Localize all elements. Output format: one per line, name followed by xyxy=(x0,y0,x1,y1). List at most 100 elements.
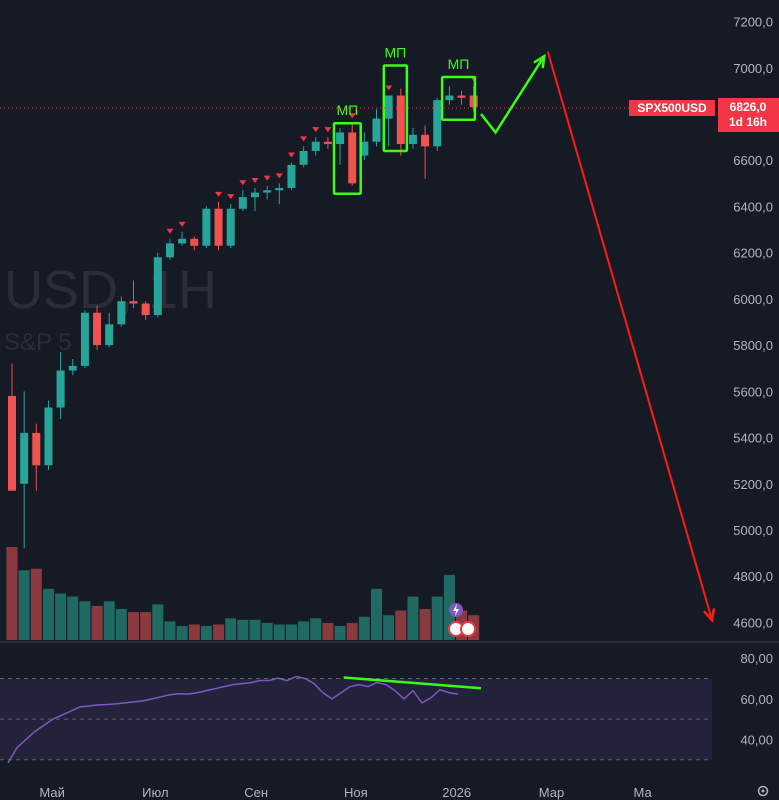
candle-body xyxy=(396,95,405,145)
price-tick-label: 5600,0 xyxy=(733,384,773,399)
price-tag-box xyxy=(718,97,779,132)
candle-body xyxy=(117,301,126,325)
price-tick-label: 7000,0 xyxy=(733,61,773,76)
down-marker xyxy=(227,194,235,200)
us-flag-icon[interactable] xyxy=(460,621,476,637)
price-tick-label: 7200,0 xyxy=(733,15,773,30)
candle-body xyxy=(56,370,65,408)
rsi-tick-label: 60,00 xyxy=(740,692,773,707)
volume-bar xyxy=(188,624,200,640)
down-marker xyxy=(312,127,320,133)
volume-bar xyxy=(67,596,79,640)
candle-body xyxy=(372,118,381,142)
candle-body xyxy=(336,132,345,145)
candle-body xyxy=(433,100,442,147)
time-tick-label: Ноя xyxy=(344,785,368,800)
volume-bar xyxy=(237,619,249,640)
volume-bar xyxy=(152,604,164,640)
mp-box xyxy=(440,75,477,122)
volume-bar xyxy=(115,609,127,640)
price-tick-label: 6400,0 xyxy=(733,199,773,214)
rsi-axis[interactable]: 80,00 60,00 40,00 xyxy=(740,651,773,747)
volume-bar xyxy=(18,570,30,640)
forecast-down-arrowhead xyxy=(703,608,716,623)
volume-bar xyxy=(6,547,18,640)
candle-body xyxy=(214,208,223,246)
mp-label: МП xyxy=(336,102,358,118)
volume-bar xyxy=(285,624,297,640)
lightning-glyph xyxy=(453,604,459,616)
mp-label: МП xyxy=(448,56,470,72)
symbol-tag-text: SPX500USD xyxy=(637,101,707,115)
volume-bar xyxy=(261,622,273,640)
mp-box xyxy=(332,121,362,195)
volume-bar xyxy=(55,593,67,640)
down-marker xyxy=(178,221,186,227)
price-tick-label: 4600,0 xyxy=(733,615,773,630)
rsi-tick-label: 80,00 xyxy=(740,651,773,666)
volume-bar xyxy=(128,612,139,640)
candle-body xyxy=(360,141,369,156)
volume-bar xyxy=(273,624,285,640)
rsi-tick-label: 40,00 xyxy=(740,732,773,747)
time-tick-label: Май xyxy=(39,785,64,800)
down-marker xyxy=(287,152,295,158)
candle-body xyxy=(165,243,174,258)
candle-body xyxy=(287,164,296,188)
forecast-up-line xyxy=(480,55,546,135)
time-axis[interactable]: Май Июл Сен Ноя 2026 Мар Ма xyxy=(39,785,652,800)
settings-icon[interactable] xyxy=(757,785,769,797)
down-marker xyxy=(166,228,174,234)
mp-annotations: МП МП МП xyxy=(332,44,477,195)
volume-bar xyxy=(395,610,407,640)
candle-body xyxy=(421,134,430,147)
candle-body xyxy=(408,134,417,145)
candle-body xyxy=(105,324,114,346)
volume-bar xyxy=(103,601,115,640)
candle-body xyxy=(44,407,53,466)
price-tick-label: 6000,0 xyxy=(733,292,773,307)
volume-bar xyxy=(225,618,237,640)
volume-bar xyxy=(298,621,310,640)
down-marker xyxy=(300,136,308,142)
volume-bar xyxy=(213,624,225,640)
watermark-symbol: USD, 1H xyxy=(4,260,217,320)
down-marker xyxy=(239,180,247,186)
volume-bar xyxy=(383,615,395,640)
price-axis[interactable]: 7200,07000,06800,06600,06400,06200,06000… xyxy=(733,15,773,631)
candle-body xyxy=(384,95,393,119)
volume-bars xyxy=(6,547,480,640)
down-marker xyxy=(385,85,393,91)
down-marker xyxy=(215,191,223,197)
event-badges[interactable] xyxy=(448,603,476,637)
price-tick-label: 5800,0 xyxy=(733,338,773,353)
candle-body xyxy=(32,432,41,466)
candle-body xyxy=(299,150,308,165)
candle-body xyxy=(141,303,150,316)
volume-bar xyxy=(200,626,212,640)
current-price-tag: SPX500USD 6826,0 1d 16h xyxy=(629,97,779,132)
volume-bar xyxy=(358,616,370,640)
forecast-arrows xyxy=(480,51,716,623)
down-marker xyxy=(348,113,356,119)
candle-body xyxy=(190,238,199,246)
volume-bar xyxy=(334,626,346,640)
down-marker xyxy=(324,127,332,133)
time-tick-label: Сен xyxy=(244,785,268,800)
candle-body xyxy=(263,190,272,193)
volume-bar xyxy=(443,574,455,640)
down-marker xyxy=(251,177,259,183)
volume-bar xyxy=(322,622,334,640)
candle-body xyxy=(251,192,259,198)
time-tick-label: 2026 xyxy=(442,785,471,800)
candle-body xyxy=(20,432,29,484)
volume-bar xyxy=(249,619,261,640)
time-tick-label: Ма xyxy=(633,785,652,800)
candle-body xyxy=(129,301,138,304)
candle-body xyxy=(445,95,454,101)
forecast-up-arrowhead xyxy=(533,53,546,69)
volume-bar xyxy=(419,609,431,640)
rsi-divergence-line xyxy=(343,676,482,690)
price-tick-label: 5000,0 xyxy=(733,523,773,538)
